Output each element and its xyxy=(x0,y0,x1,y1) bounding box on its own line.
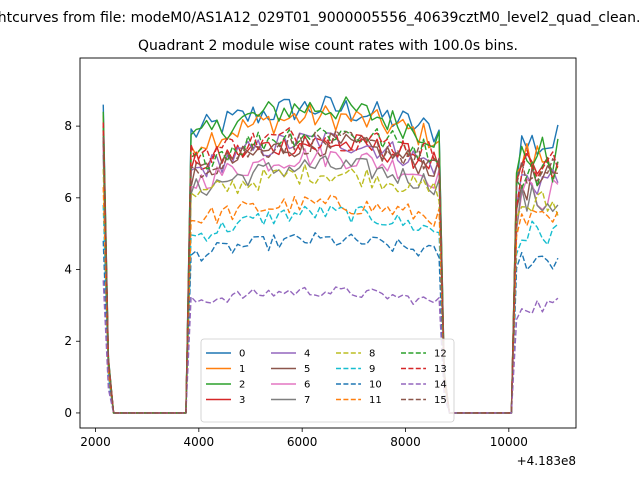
legend-label-6: 6 xyxy=(304,380,310,391)
y-tick-label: 0 xyxy=(64,406,72,420)
x-axis: 2000 4000 6000 8000 10000 xyxy=(80,428,528,449)
series-line-15 xyxy=(102,129,559,414)
legend-label-5: 5 xyxy=(304,364,310,375)
y-tick-label: 8 xyxy=(64,119,72,133)
legend-label-10: 10 xyxy=(369,380,382,391)
y-tick-label: 4 xyxy=(64,263,72,277)
x-tick-label: 8000 xyxy=(390,435,421,449)
legend-box xyxy=(200,338,455,423)
x-tick-label: 2000 xyxy=(80,435,111,449)
legend-label-0: 0 xyxy=(239,349,245,360)
legend-label-9: 9 xyxy=(369,364,375,375)
legend-label-4: 4 xyxy=(304,349,310,360)
y-tick-label: 6 xyxy=(64,191,72,205)
figure-suptitle: Lightcurves from file: modeM0/AS1A12_029… xyxy=(0,10,640,26)
y-axis: 0 2 4 6 8 xyxy=(64,119,80,420)
legend-label-13: 13 xyxy=(434,364,447,375)
legend-label-11: 11 xyxy=(369,395,382,406)
legend-label-1: 1 xyxy=(239,364,245,375)
legend-label-3: 3 xyxy=(239,395,245,406)
x-tick-label: 10000 xyxy=(490,435,528,449)
x-offset-label: +4.183e8 xyxy=(517,454,576,468)
series-layer xyxy=(102,95,559,414)
chart-title: Quadrant 2 module wise count rates with … xyxy=(138,38,518,54)
legend-label-8: 8 xyxy=(369,349,375,360)
legend-label-15: 15 xyxy=(434,395,447,406)
plot-frame xyxy=(79,57,577,429)
legend-label-7: 7 xyxy=(304,395,310,406)
y-tick-label: 2 xyxy=(64,334,72,348)
x-tick-label: 6000 xyxy=(287,435,318,449)
legend-label-14: 14 xyxy=(434,380,447,391)
x-tick-label: 4000 xyxy=(184,435,215,449)
legend-label-12: 12 xyxy=(434,349,447,360)
legend-label-2: 2 xyxy=(239,380,245,391)
